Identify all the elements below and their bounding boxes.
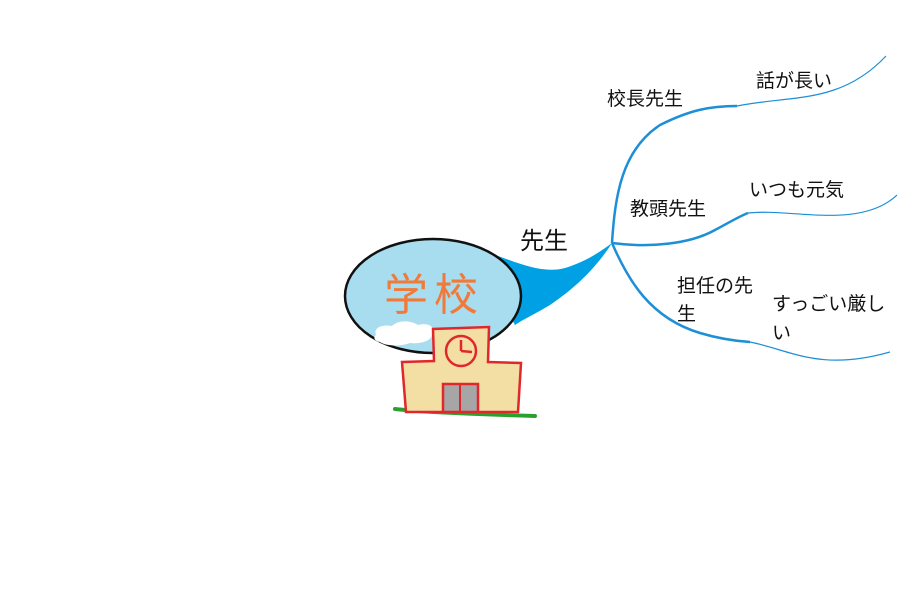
branch-line-homeroom — [610, 242, 751, 344]
clock-icon — [444, 334, 478, 368]
branch-line-principal — [610, 104, 738, 244]
school-building — [400, 325, 523, 414]
branch-label-homeroom: 担任の先生 — [677, 275, 754, 325]
branch-note-homeroom: すっごい厳しい — [772, 293, 886, 344]
clock-hand-minute — [460, 349, 473, 354]
center-title: 学校 — [384, 270, 484, 321]
cloud-icon — [374, 321, 434, 346]
main-branch-label: 先生 — [520, 227, 568, 255]
note-line-homeroom — [749, 341, 891, 361]
branch-note-vice-principal: いつも元気 — [749, 179, 845, 201]
note-line-principal — [736, 55, 887, 107]
note-line-vice-principal — [747, 194, 897, 216]
branch-line-vice-principal — [611, 211, 749, 247]
branch-label-principal: 校長先生 — [607, 88, 684, 110]
branch-label-vice-principal: 教頭先生 — [630, 198, 707, 220]
branch-note-principal: 話が長い — [756, 70, 833, 92]
